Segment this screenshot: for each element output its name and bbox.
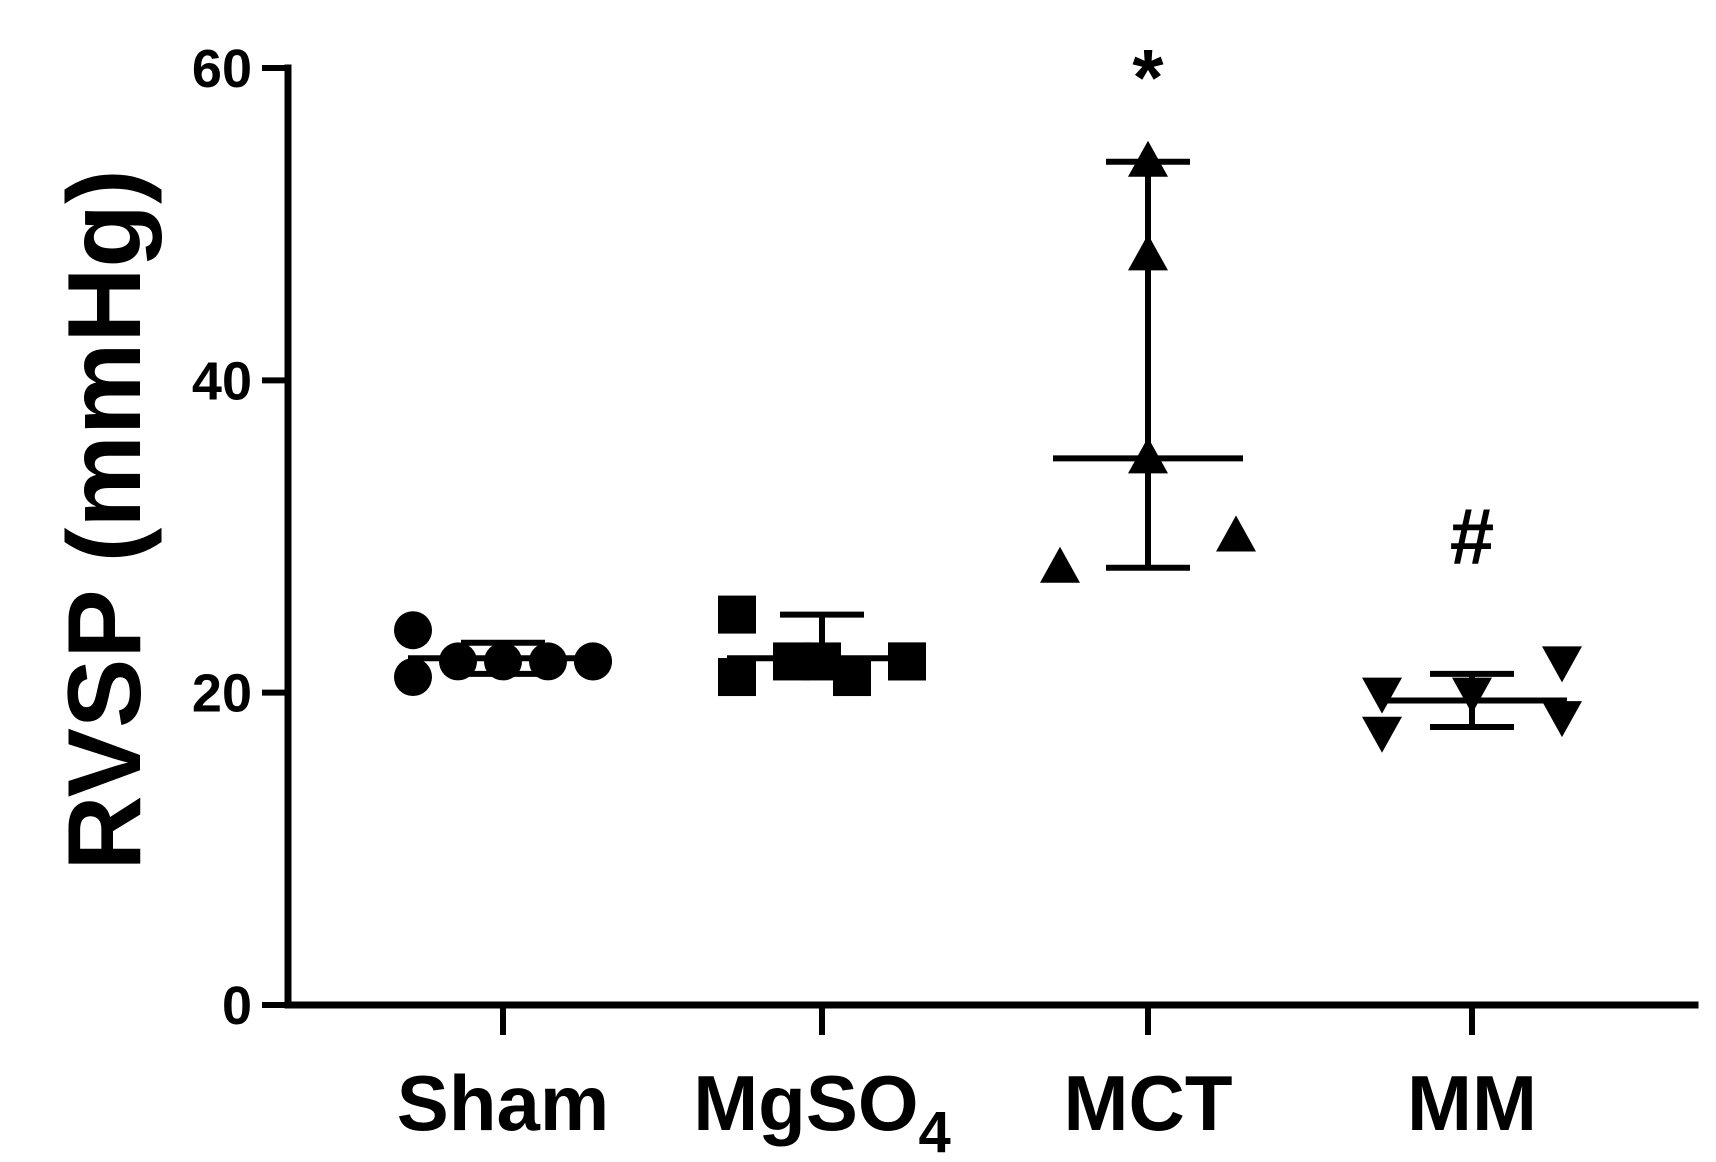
data-point <box>1542 701 1582 738</box>
data-point <box>394 658 432 697</box>
x-tick-label-main: Sham <box>397 1059 609 1147</box>
x-tick-label: Sham <box>397 1059 609 1147</box>
group-mgso <box>718 595 926 697</box>
y-tick-label: 0 <box>222 976 252 1036</box>
data-point <box>1452 677 1492 714</box>
data-point <box>833 658 871 697</box>
data-point <box>718 595 756 634</box>
y-axis-label: RVSP (mmHg) <box>47 169 163 870</box>
x-tick-label: MgSO4 <box>693 1059 951 1162</box>
group-sham <box>394 611 612 697</box>
data-point <box>1216 515 1256 552</box>
y-tick-label: 60 <box>192 39 252 99</box>
data-point <box>1362 716 1402 753</box>
x-tick-label: MCT <box>1064 1059 1233 1147</box>
data-point <box>439 642 477 681</box>
data-point <box>1128 437 1168 474</box>
data-point <box>574 642 612 681</box>
group-mct: * <box>1040 33 1256 583</box>
data-point <box>1362 677 1402 714</box>
data-point <box>1128 234 1168 271</box>
x-tick-label-main: MgSO <box>693 1059 918 1147</box>
x-tick-label: MM <box>1407 1059 1537 1147</box>
significance-annotation: * <box>1132 33 1164 122</box>
significance-annotation: # <box>1450 492 1495 581</box>
data-point <box>1040 546 1080 583</box>
data-point <box>888 642 926 681</box>
y-tick-label: 20 <box>192 664 252 724</box>
x-tick-label-subscript: 4 <box>919 1100 951 1162</box>
data-point <box>529 642 567 681</box>
group-mm: # <box>1362 492 1582 753</box>
x-tick-label-main: MCT <box>1064 1059 1233 1147</box>
x-tick-label-main: MM <box>1407 1059 1537 1147</box>
data-point <box>394 611 432 650</box>
y-tick-label: 40 <box>192 351 252 411</box>
data-point <box>1128 140 1168 177</box>
data-point <box>718 658 756 697</box>
data-point <box>484 642 522 681</box>
data-point <box>1542 646 1582 683</box>
